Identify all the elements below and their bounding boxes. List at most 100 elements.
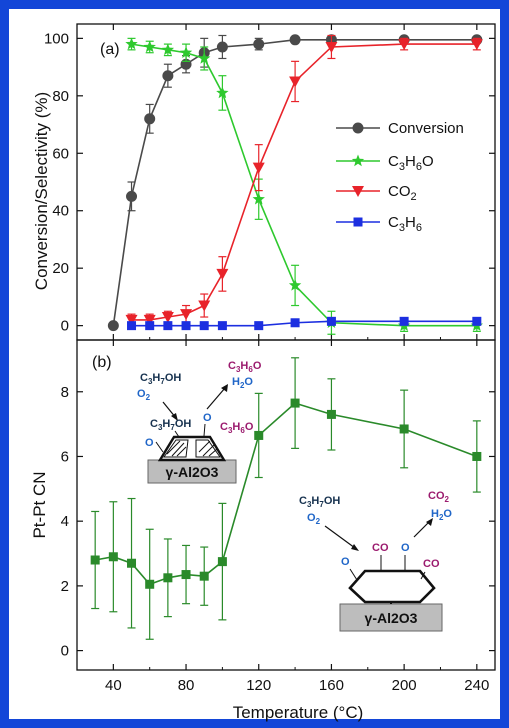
y-tick-label: 6 — [61, 448, 69, 465]
adsorbed-co-1: CO — [372, 542, 389, 554]
y-tick-label: 80 — [52, 88, 69, 105]
support-block — [339, 603, 443, 632]
y-tick-label: 100 — [44, 30, 69, 47]
data-point — [326, 409, 336, 419]
data-point — [180, 309, 193, 321]
data-point — [252, 192, 265, 205]
hatch-left — [163, 439, 189, 458]
data-point — [126, 190, 138, 202]
data-point — [162, 70, 174, 82]
data-point — [143, 314, 156, 326]
series-b-0 — [90, 357, 482, 640]
support-label: γ-Al2O3 — [166, 464, 219, 480]
data-point — [125, 314, 138, 326]
data-point — [217, 321, 227, 331]
panel-b-plot — [90, 357, 482, 640]
data-point — [145, 321, 155, 331]
series-line — [112, 38, 477, 326]
panel-b-frame — [76, 339, 496, 671]
data-point — [127, 558, 137, 568]
x-tick-label: 120 — [246, 677, 271, 694]
product-h2o: H2O — [232, 376, 253, 390]
data-point — [472, 451, 482, 461]
data-point — [290, 318, 300, 328]
series-a-1 — [125, 37, 484, 335]
data-point — [252, 162, 265, 174]
data-point — [90, 555, 100, 565]
panel-a-axes: 0 20 40 60 80 100 — [44, 24, 495, 340]
data-point — [290, 398, 300, 408]
product-h2o: H2O — [431, 508, 452, 522]
series-a-3 — [127, 316, 482, 331]
panel-b-axes: 0 2 4 6 8 40 80 120 160 200 240 — [61, 340, 495, 694]
y-tick-label: 60 — [52, 145, 69, 162]
legend-label: C3H6 — [388, 214, 422, 234]
adsorbed-o-1: O — [341, 556, 350, 568]
adsorbed-c3h7oh: C3H7OH — [150, 418, 191, 432]
data-point — [108, 552, 118, 562]
x-tick-label: 40 — [105, 677, 122, 694]
panel-b-ylabel: Pt-Pt CN — [30, 471, 49, 538]
data-point — [144, 113, 156, 125]
x-tick-label: 80 — [178, 677, 195, 694]
data-point — [288, 278, 302, 291]
panel-a-plot — [107, 34, 484, 335]
data-point — [179, 46, 193, 58]
y-tick-label: 2 — [61, 578, 69, 595]
data-point — [326, 316, 336, 326]
x-tick-label: 240 — [464, 677, 489, 694]
adsorbed-o-2: O — [401, 542, 410, 554]
adsorbed-co-2: CO — [423, 558, 440, 570]
data-point — [216, 41, 228, 53]
panel-a-legend: Conversion C3H6O CO2 C3H6 — [336, 120, 464, 234]
data-point — [181, 570, 191, 580]
data-point — [199, 571, 209, 581]
product-co2: CO2 — [428, 490, 450, 504]
data-point — [163, 573, 173, 583]
data-point — [253, 38, 265, 50]
data-point — [161, 312, 174, 324]
adsorbed-c3h6o: C3H6O — [220, 421, 254, 435]
data-point — [145, 579, 155, 589]
x-tick-label: 160 — [319, 677, 344, 694]
data-point — [198, 300, 211, 312]
legend-label: CO2 — [388, 183, 417, 203]
adsorbed-o-left: O — [145, 437, 154, 449]
y-tick-label: 8 — [61, 384, 69, 401]
y-tick-label: 40 — [52, 203, 69, 220]
data-point — [143, 40, 156, 53]
panel-a-ylabel: Conversion/Selectivity (%) — [32, 92, 51, 290]
panel-b-label: (b) — [92, 354, 112, 371]
y-tick-label: 20 — [52, 260, 69, 277]
data-point — [254, 321, 264, 331]
data-point — [181, 321, 191, 331]
inset-total-oxidation: γ-Al2O3 C3H7OH O2 CO2 H2O O CO O CO — [299, 490, 452, 632]
legend-marker — [352, 186, 364, 197]
data-point — [198, 51, 211, 64]
data-point — [163, 321, 173, 331]
product-c3h6o: C3H6O — [228, 360, 262, 374]
adsorbed-o: O — [203, 412, 212, 424]
data-point — [216, 268, 229, 280]
data-point — [216, 86, 229, 99]
data-point — [254, 430, 264, 440]
data-point — [125, 37, 138, 50]
legend-marker — [351, 154, 365, 167]
y-tick-label: 4 — [61, 513, 69, 530]
x-tick-label: 200 — [392, 677, 417, 694]
support-label: γ-Al2O3 — [365, 610, 418, 626]
legend-marker — [353, 217, 363, 227]
legend-marker — [352, 122, 364, 134]
data-point — [161, 43, 175, 56]
panel-a-label: (a) — [100, 41, 120, 58]
data-point — [399, 424, 409, 434]
data-point — [217, 557, 227, 567]
data-point — [398, 39, 411, 51]
legend-label: Conversion — [388, 120, 464, 137]
data-point — [289, 76, 302, 88]
hatch-right — [195, 439, 221, 458]
data-point — [470, 39, 483, 51]
y-tick-label: 0 — [61, 318, 69, 335]
x-axis-title: Temperature (°C) — [233, 703, 364, 722]
y-tick-label: 0 — [61, 643, 69, 660]
